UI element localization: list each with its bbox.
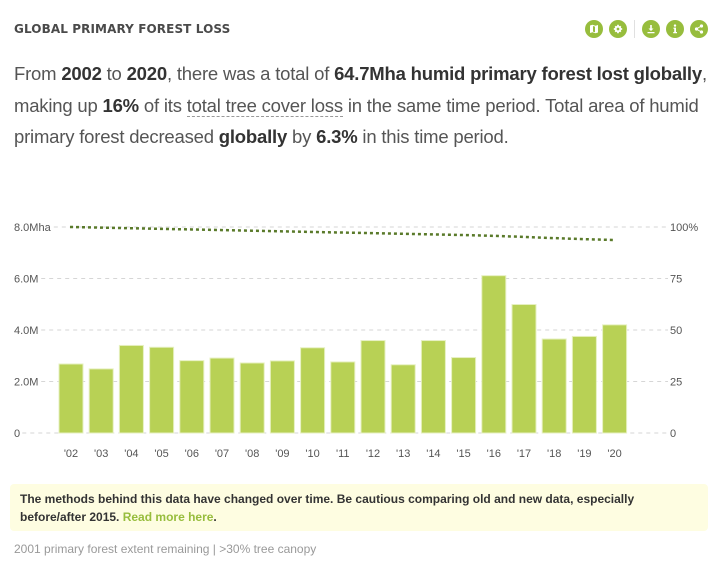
settings-button[interactable]	[609, 20, 627, 38]
x-axis-tick: '10	[305, 448, 319, 460]
left-axis-tick: 0	[14, 428, 20, 440]
x-axis-tick: '06	[185, 448, 199, 460]
bar-09[interactable]	[269, 360, 295, 434]
bar-02[interactable]	[58, 363, 84, 434]
x-axis-tick: '04	[124, 448, 138, 460]
bar-08[interactable]	[239, 362, 265, 434]
bar-06[interactable]	[179, 360, 205, 434]
x-axis-tick: '17	[517, 448, 531, 460]
x-axis-tick: '20	[607, 448, 621, 460]
gear-icon	[613, 24, 623, 34]
sentence-text: to	[101, 63, 127, 84]
left-axis-tick: 4.0M	[14, 325, 38, 337]
left-axis-tick: 6.0M	[14, 274, 38, 286]
widget-settings-caption: 2001 primary forest extent remaining | >…	[14, 542, 317, 556]
sentence-text: of its	[138, 94, 187, 116]
map-icon	[590, 24, 598, 34]
x-axis-tick: '03	[94, 448, 108, 460]
download-button[interactable]	[642, 20, 660, 38]
read-more-link[interactable]: Read more here	[122, 510, 214, 524]
right-axis-tick: 75	[670, 274, 682, 286]
start-year: 2002	[61, 63, 102, 84]
x-axis-tick: '05	[154, 448, 168, 460]
forest-loss-chart: 0 2.0M 4.0M 6.0M 8.0Mha 0 25 50 75 100% '02 '03 '04 '…	[0, 210, 724, 470]
bar-05[interactable]	[149, 346, 175, 434]
bar-03[interactable]	[88, 368, 114, 434]
x-axis-tick: '11	[336, 448, 350, 460]
warning-text-end: .	[213, 510, 217, 524]
bar-07[interactable]	[209, 357, 235, 434]
sentence-text: by	[287, 126, 317, 147]
end-year: 2020	[126, 63, 168, 84]
x-axis-tick: '14	[426, 448, 440, 460]
bar-19[interactable]	[571, 335, 597, 434]
info-button[interactable]	[666, 20, 684, 38]
download-icon	[647, 25, 655, 34]
x-axis-tick: '15	[456, 448, 470, 460]
x-axis-tick: '16	[487, 448, 501, 460]
x-axis-tick: '13	[396, 448, 410, 460]
x-axis-tick: '12	[366, 448, 380, 460]
chart-canvas: 0 2.0M 4.0M 6.0M 8.0Mha 0 25 50 75 100% '02 '03 '04 '…	[14, 222, 698, 460]
bar-10[interactable]	[300, 347, 326, 434]
share-icon	[694, 24, 704, 34]
bar-20[interactable]	[602, 324, 628, 434]
widget-toolbar	[585, 20, 708, 38]
methodology-warning: The methods behind this data have change…	[10, 484, 708, 531]
sentence-text: in the same time period. Total area of h…	[14, 94, 699, 148]
bar-12[interactable]	[360, 340, 386, 434]
warning-text: The methods behind this data have change…	[20, 492, 635, 524]
map-button[interactable]	[585, 20, 603, 38]
total-loss-value: 64.7Mha humid primary forest lost global…	[334, 63, 702, 84]
bar-11[interactable]	[330, 361, 356, 434]
right-axis-tick: 50	[670, 325, 682, 337]
share-button[interactable]	[690, 20, 708, 38]
widget-summary-sentence: From 2002 to 2020, there was a total of …	[14, 58, 714, 153]
right-axis-tick: 25	[670, 377, 682, 389]
bar-16[interactable]	[481, 275, 507, 434]
right-axis-tick: 0	[670, 428, 676, 440]
share-value: 16%	[102, 94, 140, 116]
info-icon	[673, 24, 677, 34]
bar-14[interactable]	[420, 340, 446, 434]
sentence-text: , making up	[14, 63, 707, 116]
x-axis-tick: '19	[577, 448, 591, 460]
widget-title: GLOBAL PRIMARY FOREST LOSS	[14, 22, 231, 36]
toolbar-divider	[634, 20, 635, 38]
decrease-value: 6.3%	[316, 126, 358, 147]
sentence-text: , there was a total of	[166, 63, 335, 84]
extent-remaining-line[interactable]	[69, 225, 614, 242]
bar-15[interactable]	[451, 357, 477, 434]
widget-header: GLOBAL PRIMARY FOREST LOSS	[14, 20, 710, 40]
left-axis-tick: 2.0M	[14, 377, 38, 389]
sentence-text: From	[14, 63, 62, 84]
right-axis-tick: 100%	[670, 222, 698, 234]
x-axis-tick: '02	[64, 448, 78, 460]
left-axis-tick: 8.0Mha	[14, 222, 52, 234]
region-name: globally	[218, 126, 288, 147]
sentence-text: in this time period.	[357, 126, 509, 147]
bar-17[interactable]	[511, 304, 537, 434]
bar-04[interactable]	[118, 344, 144, 434]
x-axis-tick: '18	[547, 448, 561, 460]
x-axis-tick: '08	[245, 448, 259, 460]
total-tree-cover-loss-tooltip[interactable]: total tree cover loss	[186, 94, 343, 117]
x-axis-tick: '09	[275, 448, 289, 460]
bar-18[interactable]	[541, 338, 567, 434]
x-axis-tick: '07	[215, 448, 229, 460]
bar-13[interactable]	[390, 364, 416, 434]
